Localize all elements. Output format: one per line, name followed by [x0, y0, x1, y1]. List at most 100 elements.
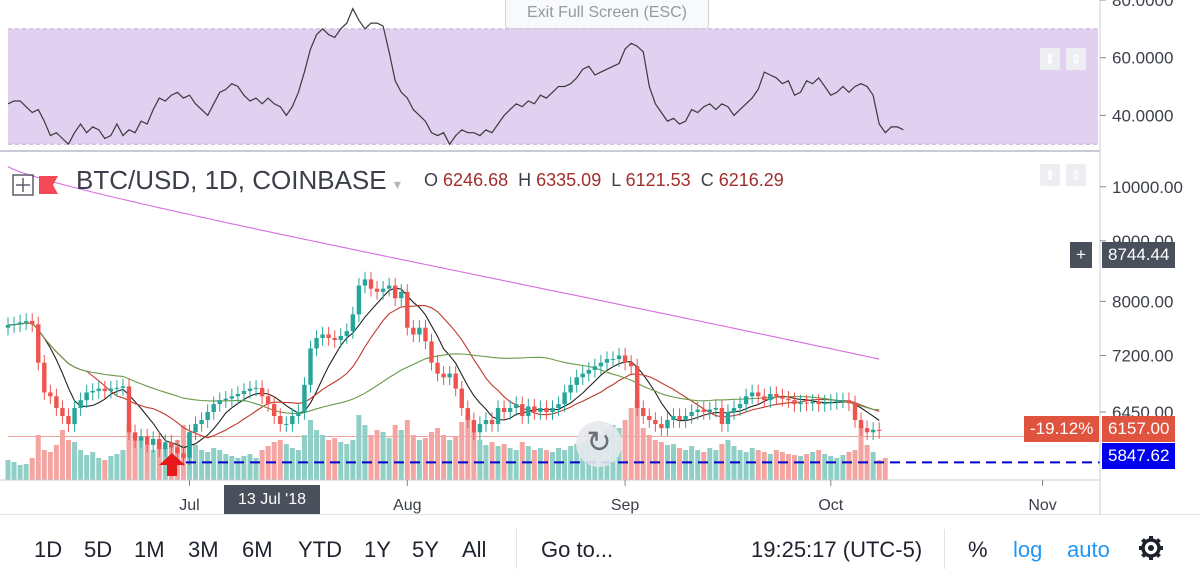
arrows-updown-icon-main[interactable]: ⇕	[1066, 164, 1086, 186]
range-ytd-button[interactable]: YTD	[298, 537, 342, 562]
volume-bar	[380, 432, 386, 480]
volume-bar	[90, 452, 96, 480]
candle-body	[302, 384, 307, 412]
volume-bar	[471, 432, 477, 480]
volume-bar	[646, 435, 652, 480]
crosshair-plus-icon[interactable]: +	[1070, 242, 1092, 268]
volume-bar	[465, 415, 471, 480]
arrow-down-icon[interactable]: ⬇	[1040, 48, 1060, 70]
goto-button[interactable]: Go to...	[541, 537, 614, 562]
candle-body	[332, 337, 337, 341]
volume-bar	[556, 448, 562, 480]
volume-bar	[289, 448, 295, 480]
volume-bar	[108, 456, 114, 480]
candle-body	[768, 393, 773, 401]
candle-body	[344, 331, 349, 336]
range-1d-button[interactable]: 1D	[34, 537, 63, 562]
volume-bar	[477, 440, 483, 480]
candle-body	[120, 386, 126, 388]
candle-body	[483, 420, 489, 425]
volume-bar	[779, 452, 785, 480]
volume-bar	[537, 448, 543, 480]
candle-body	[199, 420, 204, 425]
candle-body	[193, 424, 198, 433]
candle-body	[60, 408, 65, 416]
range-1y-button[interactable]: 1Y	[364, 537, 391, 562]
candle-body	[568, 384, 573, 393]
candle-body	[689, 411, 694, 416]
exit-fullscreen-button[interactable]: Exit Full Screen (ESC)	[505, 0, 709, 29]
candle-body	[211, 404, 216, 412]
candle-body	[114, 387, 120, 389]
candle-body	[235, 393, 241, 397]
symbol-label[interactable]: BTC/USD, 1D, COINBASE ▾	[76, 165, 401, 195]
candle-body	[586, 369, 591, 374]
volume-bar	[259, 450, 265, 480]
candle-body	[350, 314, 356, 332]
volume-bar	[114, 454, 120, 480]
chevron-down-icon[interactable]: ▾	[393, 176, 401, 192]
volume-bar	[41, 450, 47, 480]
auto-scale-button[interactable]: auto	[1067, 537, 1110, 562]
candle-body	[90, 390, 95, 393]
ma-200-line	[7, 166, 880, 360]
candle-body	[108, 388, 114, 391]
level-price-tag: 5847.62	[1102, 443, 1176, 469]
candle-body	[11, 324, 17, 326]
crosshair-price-tag: 8744.44	[1102, 242, 1176, 268]
range-6m-button[interactable]: 6M	[242, 537, 273, 562]
volume-bar	[295, 450, 301, 480]
range-5d-button[interactable]: 5D	[84, 537, 113, 562]
volume-bar	[755, 450, 761, 480]
candle-body	[66, 415, 71, 425]
volume-bar	[737, 450, 743, 480]
candle-body	[229, 396, 235, 399]
candle-body	[574, 377, 579, 385]
range-5y-button[interactable]: 5Y	[412, 537, 439, 562]
arrows-updown-icon[interactable]: ⇕	[1066, 48, 1086, 70]
candle-body	[23, 320, 29, 323]
volume-bar	[271, 442, 277, 480]
price-tick-label: 7200.00	[1112, 346, 1173, 365]
log-scale-button[interactable]: log	[1013, 537, 1043, 562]
arrow-up-icon[interactable]: ⬆	[1040, 164, 1060, 186]
range-3m-button[interactable]: 3M	[188, 537, 219, 562]
chart-canvas[interactable]: 80.000060.000040.000010000.009000.008000…	[0, 0, 1200, 514]
candle-body	[181, 453, 186, 458]
price-tick-label: 8000.00	[1112, 292, 1173, 311]
reset-chart-icon[interactable]: ↻	[576, 421, 622, 467]
range-all-button[interactable]: All	[462, 537, 487, 562]
candle-body	[816, 401, 821, 405]
candle-body	[126, 386, 132, 433]
candle-body	[877, 429, 882, 431]
clock-timezone[interactable]: 19:25:17 (UTC-5)	[751, 537, 923, 562]
flag-icon[interactable]	[39, 176, 58, 194]
volume-bar	[828, 456, 834, 480]
volume-bar	[550, 452, 555, 480]
percent-scale-button[interactable]: %	[968, 537, 988, 562]
candle-body	[362, 279, 368, 286]
candle-body	[477, 424, 483, 433]
candle-body	[852, 403, 858, 421]
candle-body	[223, 398, 228, 401]
candle-body	[544, 408, 549, 412]
expand-icon[interactable]	[12, 174, 34, 196]
candle-body	[635, 366, 640, 409]
volume-bar	[368, 435, 374, 480]
candle-body	[731, 408, 737, 412]
candle-body	[828, 401, 833, 403]
range-1m-button[interactable]: 1M	[134, 537, 165, 562]
gear-icon[interactable]	[1138, 535, 1164, 561]
candle-body	[786, 398, 791, 401]
candle-body	[247, 388, 253, 391]
volume-bar	[483, 445, 489, 480]
change-percent-tag: -19.12%	[1024, 416, 1100, 442]
volume-bar	[441, 435, 447, 480]
volume-bar	[398, 430, 404, 480]
candle-body	[834, 400, 840, 402]
candle-body	[780, 396, 785, 399]
volume-bar	[144, 445, 150, 480]
rsi-line	[7, 7, 904, 146]
candle-body	[308, 348, 313, 385]
candle-body	[217, 400, 222, 405]
